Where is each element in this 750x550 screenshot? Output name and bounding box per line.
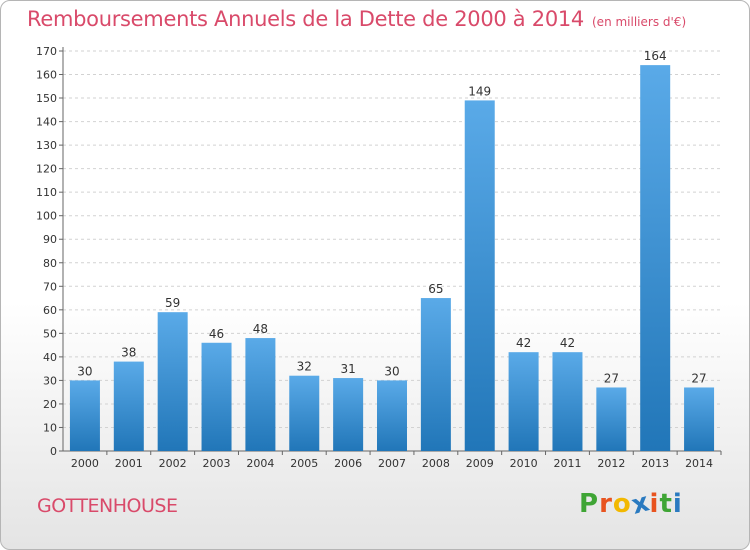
logo-letter: r xyxy=(599,489,613,519)
y-tick-label: 160 xyxy=(36,69,57,82)
y-tick-label: 20 xyxy=(43,398,57,411)
chart-title-text: Remboursements Annuels de la Dette de 20… xyxy=(27,7,584,31)
y-tick-label: 50 xyxy=(43,327,57,340)
x-tick-label-2012: 2012 xyxy=(597,457,625,470)
bars xyxy=(69,65,715,451)
data-label-2013: 164 xyxy=(644,49,667,63)
x-tick-label-2010: 2010 xyxy=(510,457,538,470)
bar-2000 xyxy=(69,380,100,451)
y-tick-label: 90 xyxy=(43,233,57,246)
x-tick-label-2005: 2005 xyxy=(290,457,318,470)
commune-name: GOTTENHOUSE xyxy=(37,495,178,517)
bar-2004 xyxy=(245,338,276,451)
data-label-2006: 31 xyxy=(340,362,355,376)
y-tick-label: 0 xyxy=(50,445,57,458)
bar-2001 xyxy=(113,361,144,451)
chart-title: Remboursements Annuels de la Dette de 20… xyxy=(27,7,686,31)
x-tick-label-2014: 2014 xyxy=(685,457,713,470)
x-tick-label-2009: 2009 xyxy=(466,457,494,470)
y-tick-label: 80 xyxy=(43,257,57,270)
bar-2002 xyxy=(157,312,188,451)
x-tick-label-2000: 2000 xyxy=(71,457,99,470)
bar-2012 xyxy=(596,387,627,451)
y-tick-label: 100 xyxy=(36,210,57,223)
data-label-2007: 30 xyxy=(384,364,399,378)
data-label-2002: 59 xyxy=(165,296,180,310)
logo-letter: P xyxy=(579,489,600,519)
y-tick-label: 130 xyxy=(36,139,57,152)
x-tick-label-2013: 2013 xyxy=(641,457,669,470)
data-label-2000: 30 xyxy=(77,364,92,378)
y-tick-label: 70 xyxy=(43,280,57,293)
bar-2014 xyxy=(684,387,715,451)
bar-2010 xyxy=(508,352,539,451)
data-label-2014: 27 xyxy=(691,371,706,385)
labels: 0 10 20 30 40 50 60 70 80 90 100 110 120 130 140 150 160… xyxy=(36,45,713,470)
y-tick-label: 170 xyxy=(36,45,57,58)
logo-letter: i xyxy=(672,489,683,519)
data-label-2010: 42 xyxy=(516,336,531,350)
data-label-2005: 32 xyxy=(297,360,312,374)
data-label-2009: 149 xyxy=(468,84,491,98)
logo-letter: t xyxy=(659,489,673,519)
y-tick-label: 110 xyxy=(36,186,57,199)
y-tick-label: 30 xyxy=(43,374,57,387)
x-tick-label-2001: 2001 xyxy=(115,457,143,470)
logo-letter: i xyxy=(649,489,660,519)
bar-2008 xyxy=(420,298,451,451)
data-label-2008: 65 xyxy=(428,282,443,296)
data-label-2001: 38 xyxy=(121,346,136,360)
proxiti-logo: Proxiti xyxy=(579,487,683,521)
y-tick-label: 120 xyxy=(36,163,57,176)
logo-letter: o xyxy=(612,489,632,519)
bar-2011 xyxy=(552,352,583,451)
y-tick-label: 10 xyxy=(43,421,57,434)
bar-2013 xyxy=(640,65,671,451)
bar-2007 xyxy=(377,380,407,451)
x-tick-label-2004: 2004 xyxy=(246,457,274,470)
data-label-2012: 27 xyxy=(604,371,619,385)
y-tick-label: 140 xyxy=(36,116,57,129)
data-label-2004: 48 xyxy=(253,322,268,336)
y-tick-label: 60 xyxy=(43,304,57,317)
bar-2006 xyxy=(333,378,364,451)
bar-2003 xyxy=(201,342,232,451)
bar-2005 xyxy=(289,375,320,451)
bar-2009 xyxy=(464,100,495,451)
y-tick-label: 40 xyxy=(43,351,57,364)
data-label-2011: 42 xyxy=(560,336,575,350)
x-tick-label-2011: 2011 xyxy=(553,457,581,470)
x-tick-label-2008: 2008 xyxy=(422,457,450,470)
x-tick-label-2007: 2007 xyxy=(378,457,406,470)
x-tick-label-2003: 2003 xyxy=(203,457,231,470)
chart-subtitle: (en milliers d'€) xyxy=(592,15,687,29)
y-tick-label: 150 xyxy=(36,92,57,105)
x-tick-label-2006: 2006 xyxy=(334,457,362,470)
x-tick-label-2002: 2002 xyxy=(159,457,187,470)
data-label-2003: 46 xyxy=(209,327,224,341)
